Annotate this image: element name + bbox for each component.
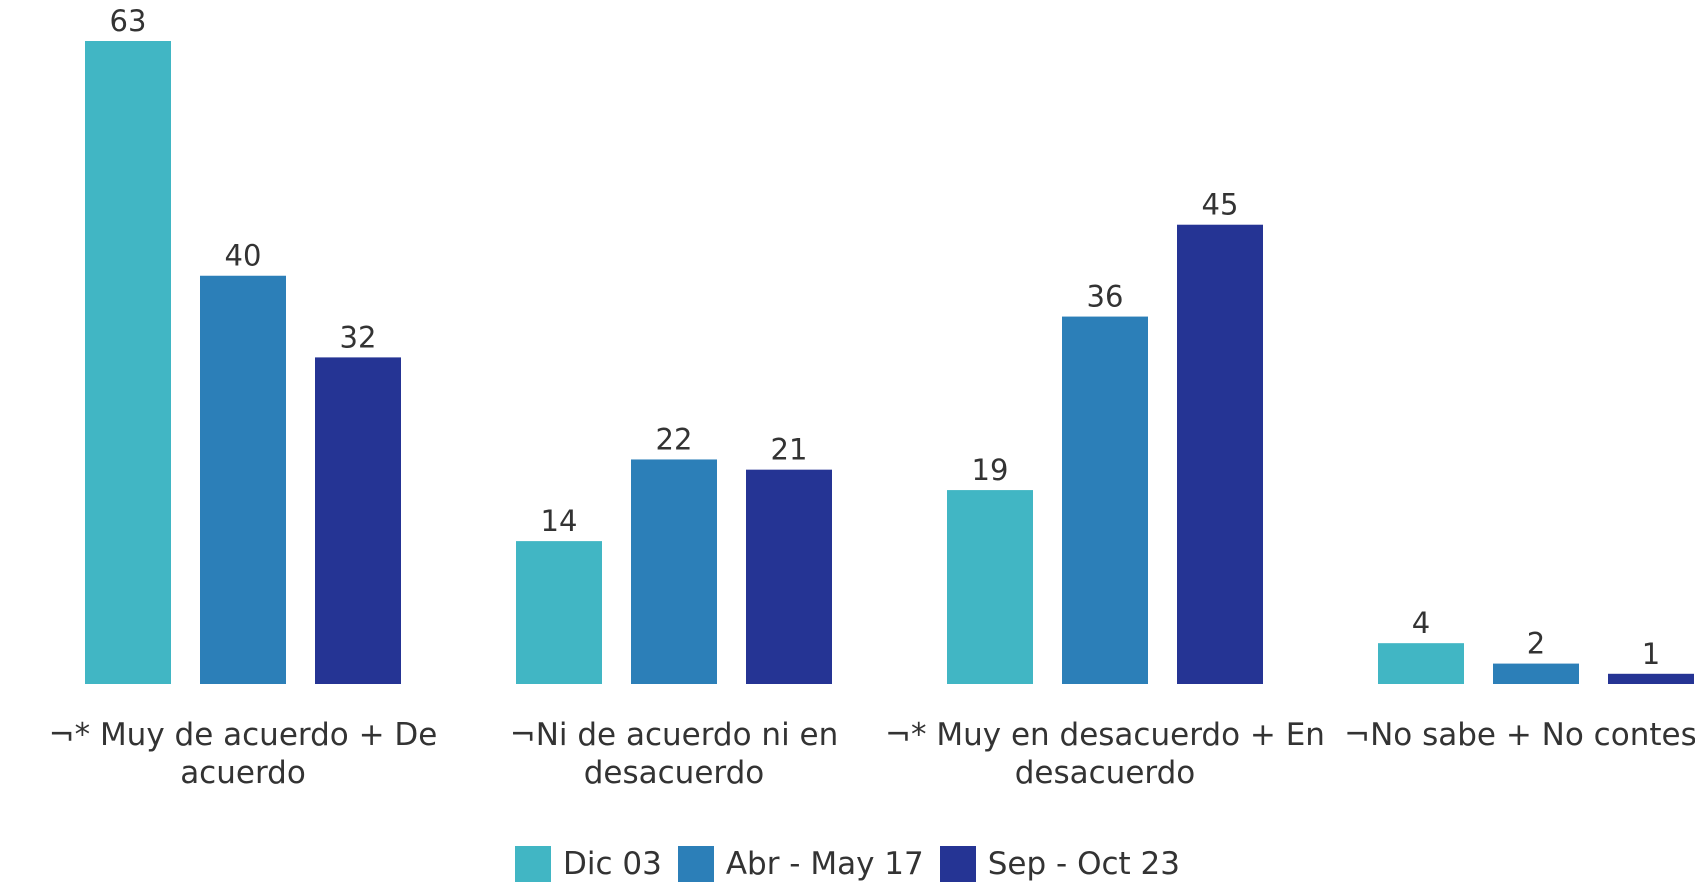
bar: [1378, 643, 1464, 684]
value-label: 21: [771, 433, 808, 467]
value-label: 45: [1202, 188, 1239, 222]
value-label: 1: [1642, 637, 1660, 671]
legend-label: Dic 03: [563, 846, 662, 882]
bar: [947, 490, 1033, 684]
value-label: 63: [110, 4, 147, 38]
bar: [631, 459, 717, 684]
bar: [1608, 673, 1694, 684]
category-label: ¬No sabe + No contesta: [1344, 717, 1695, 753]
legend-item: Abr - May 17: [677, 846, 924, 882]
legend-swatch: [677, 846, 714, 882]
value-label: 36: [1087, 280, 1124, 314]
legend-swatch: [515, 846, 551, 882]
value-label: 4: [1412, 606, 1430, 640]
value-label: 19: [972, 453, 1009, 487]
legend-item: Dic 03: [515, 846, 662, 882]
bar: [85, 41, 171, 684]
bar: [746, 469, 832, 684]
legend-item: Sep - Oct 23: [939, 846, 1180, 882]
bar: [516, 541, 602, 684]
bar: [315, 357, 401, 684]
bar: [1177, 224, 1263, 684]
value-label: 22: [656, 422, 693, 456]
legend-label: Abr - May 17: [725, 846, 924, 882]
category-label: ¬Ni de acuerdo ni en desacuerdo: [509, 717, 839, 791]
category-label: ¬* Muy en desacuerdo + En desacuerdo: [885, 717, 1325, 791]
value-label: 40: [225, 239, 262, 273]
bar: [1493, 663, 1579, 684]
legend-swatch: [939, 846, 976, 882]
value-label: 14: [541, 504, 578, 538]
legend: Dic 03 Abr - May 17 Sep - Oct 23: [0, 846, 1695, 882]
value-label: 32: [340, 320, 377, 354]
legend-label: Sep - Oct 23: [987, 846, 1180, 882]
value-label: 2: [1527, 627, 1545, 661]
bar: [200, 275, 286, 684]
category-label: ¬* Muy de acuerdo + De acuerdo: [48, 717, 438, 791]
bar: [1062, 316, 1148, 684]
